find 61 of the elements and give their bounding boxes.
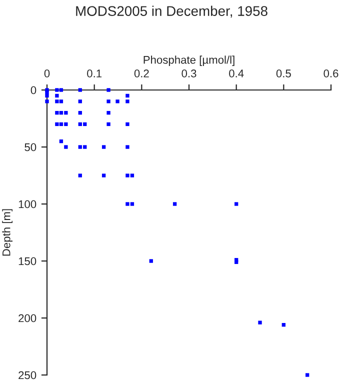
y-tick-label: 0 bbox=[30, 86, 36, 94]
point bbox=[305, 373, 310, 377]
point bbox=[106, 100, 110, 104]
point bbox=[102, 145, 106, 149]
chart-title: MODS2005 in December, 1958 bbox=[76, 6, 268, 18]
point bbox=[55, 110, 59, 115]
point bbox=[55, 88, 59, 92]
point bbox=[64, 145, 68, 149]
point bbox=[126, 202, 130, 206]
point bbox=[78, 122, 82, 126]
point bbox=[78, 110, 82, 115]
point bbox=[45, 100, 49, 104]
point bbox=[83, 122, 87, 126]
y-tick-label: 100 bbox=[18, 200, 36, 208]
point bbox=[116, 100, 120, 104]
point bbox=[234, 202, 238, 206]
x-tick-label: 0.2 bbox=[134, 70, 149, 78]
point bbox=[102, 174, 106, 178]
point bbox=[55, 122, 59, 126]
y-tick-label: 150 bbox=[18, 257, 36, 266]
point bbox=[106, 88, 110, 92]
point bbox=[126, 122, 130, 126]
point bbox=[172, 202, 177, 206]
point bbox=[59, 88, 64, 92]
y-tick-label: 50 bbox=[24, 143, 36, 152]
point bbox=[130, 202, 134, 206]
point bbox=[55, 94, 59, 98]
point bbox=[59, 110, 64, 115]
x-axis-title: Phosphate [µmol/l] bbox=[144, 56, 234, 66]
point bbox=[126, 100, 130, 104]
point bbox=[64, 110, 68, 115]
point bbox=[258, 320, 262, 324]
y-tick-label: 200 bbox=[18, 314, 36, 322]
x-tick-label: 0.1 bbox=[87, 70, 102, 78]
y-axis-title: Depth [m] bbox=[2, 209, 12, 256]
point bbox=[78, 100, 82, 104]
point bbox=[45, 90, 49, 94]
point bbox=[59, 122, 64, 126]
point bbox=[126, 145, 130, 149]
x-tick-label: 0.3 bbox=[182, 70, 196, 78]
point bbox=[59, 139, 64, 144]
x-tick-label: 0 bbox=[44, 70, 50, 78]
point bbox=[55, 100, 59, 104]
point bbox=[126, 174, 130, 178]
y-tick-label: 250 bbox=[18, 371, 36, 380]
point bbox=[130, 174, 134, 178]
point bbox=[64, 122, 68, 126]
point bbox=[59, 100, 64, 104]
point bbox=[78, 145, 82, 149]
x-tick-label: 0.6 bbox=[324, 70, 338, 78]
point bbox=[282, 323, 286, 327]
x-tick-label: 0.5 bbox=[276, 70, 291, 78]
point bbox=[78, 174, 82, 178]
point bbox=[106, 110, 110, 115]
point bbox=[78, 88, 82, 92]
point bbox=[45, 94, 49, 98]
point bbox=[126, 94, 130, 98]
point bbox=[83, 145, 87, 149]
point bbox=[106, 122, 110, 126]
point bbox=[149, 259, 153, 263]
x-tick-label: 0.4 bbox=[229, 70, 244, 78]
